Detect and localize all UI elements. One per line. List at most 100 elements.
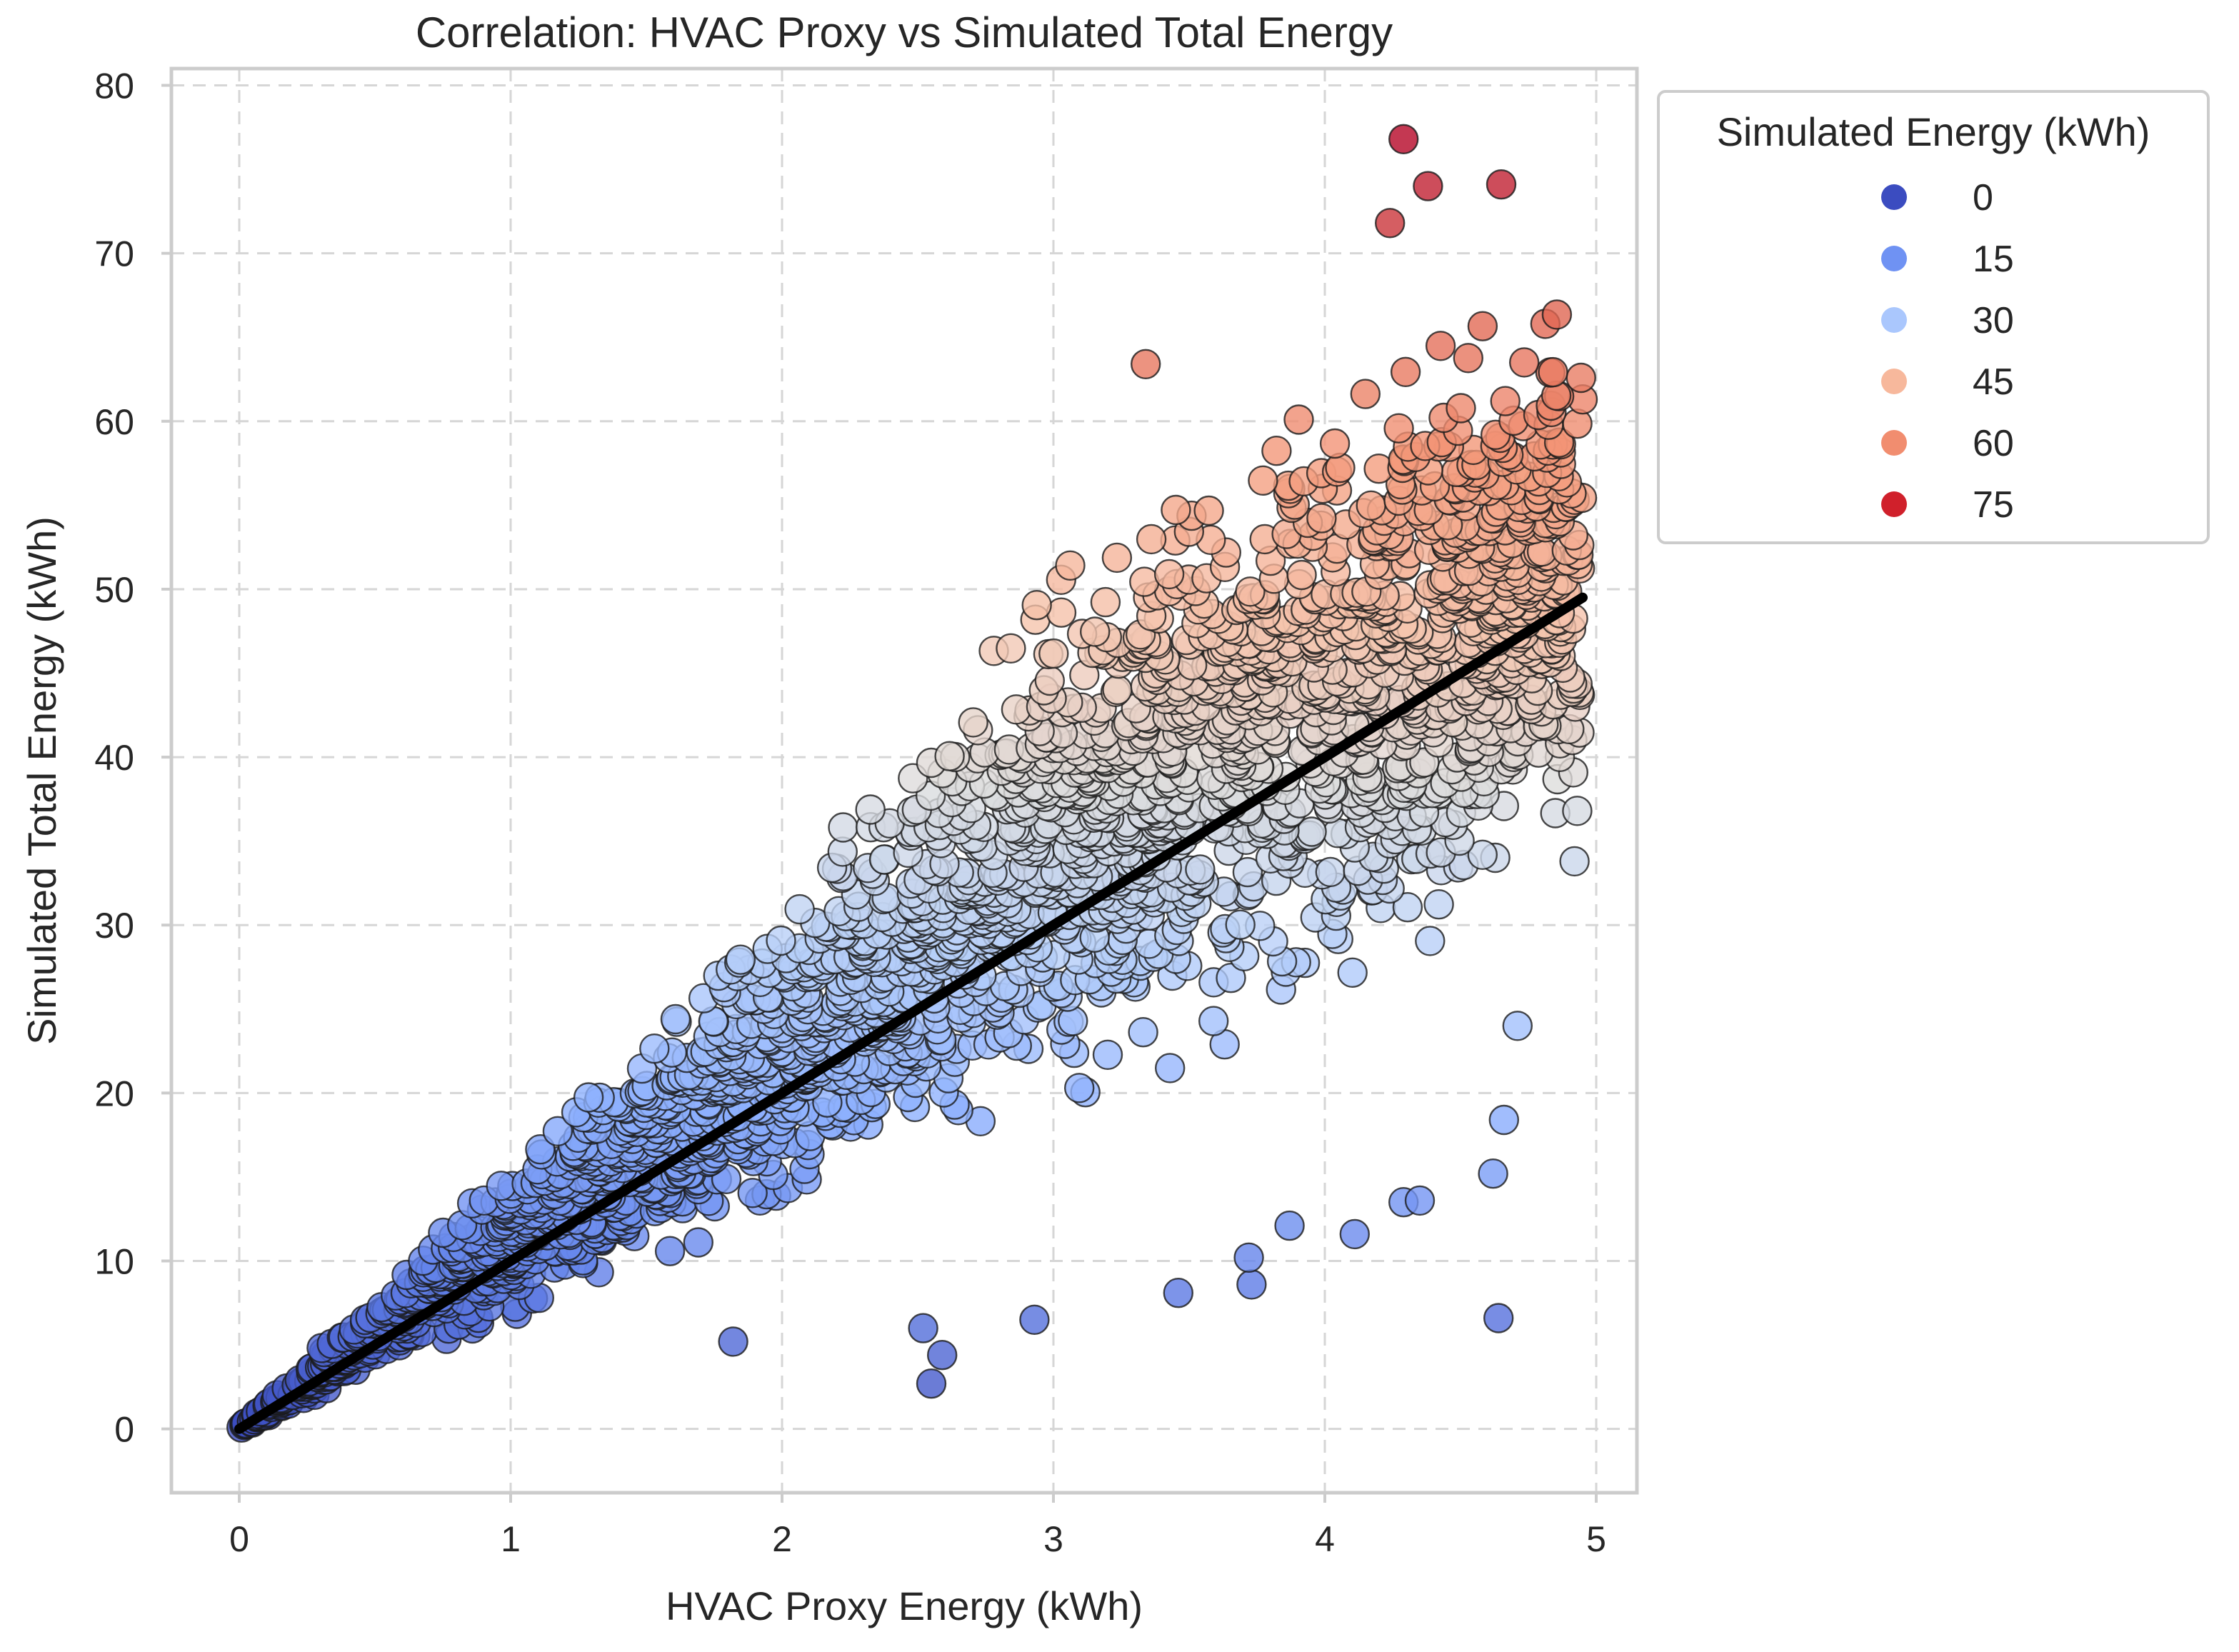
y-tick-label: 80 bbox=[94, 66, 134, 106]
scatter-point bbox=[639, 1033, 670, 1064]
scatter-point bbox=[1161, 494, 1191, 526]
legend-label: 15 bbox=[1973, 239, 2014, 280]
legend-marker bbox=[1881, 246, 1907, 271]
scatter-point bbox=[1486, 169, 1517, 200]
scatter-point bbox=[718, 1326, 748, 1357]
scatter-point bbox=[1001, 694, 1032, 725]
scatter-point bbox=[766, 925, 796, 956]
scatter-point bbox=[1185, 854, 1216, 885]
legend-marker bbox=[1881, 184, 1907, 210]
legend-entries: 0 15 30 45 60 75 bbox=[1881, 177, 2014, 526]
scatter-point bbox=[1306, 503, 1337, 534]
scatter-point bbox=[1163, 1277, 1194, 1308]
scatter-point bbox=[1154, 1053, 1186, 1083]
legend-marker bbox=[1881, 491, 1907, 517]
scatter-point bbox=[1102, 674, 1133, 706]
scatter-point bbox=[1019, 1304, 1050, 1336]
scatter-point bbox=[1392, 891, 1423, 923]
y-tick-label: 60 bbox=[94, 402, 134, 442]
scatter-point bbox=[996, 633, 1026, 664]
y-tick-label: 10 bbox=[94, 1242, 134, 1282]
scatter-point bbox=[1490, 386, 1521, 416]
y-axis-title: Simulated Total Energy (kWh) bbox=[19, 516, 64, 1045]
chart-title: Correlation: HVAC Proxy vs Simulated Tot… bbox=[416, 9, 1393, 56]
scatter-point bbox=[1261, 436, 1292, 466]
scatter-point bbox=[1388, 124, 1419, 155]
legend-box bbox=[1657, 90, 2210, 544]
trend-line bbox=[234, 592, 1588, 1434]
scatter-point bbox=[1423, 888, 1454, 920]
scatter-point bbox=[1038, 638, 1069, 669]
y-tick-label: 40 bbox=[94, 738, 134, 778]
scatter-point bbox=[1315, 856, 1346, 888]
scatter-point bbox=[855, 794, 886, 825]
scatter-point bbox=[908, 1313, 938, 1343]
y-tick-label: 30 bbox=[94, 906, 134, 946]
scatter-point bbox=[1453, 343, 1484, 374]
scatter-point bbox=[1404, 1185, 1436, 1216]
scatter-point bbox=[1063, 1073, 1095, 1103]
scatter-point bbox=[934, 741, 965, 771]
y-tick-label: 70 bbox=[94, 234, 134, 274]
scatter-point bbox=[784, 893, 815, 925]
legend-label: 30 bbox=[1973, 300, 2014, 341]
scatter-point bbox=[1225, 909, 1256, 940]
scatter-point bbox=[1350, 379, 1381, 409]
scatter-point bbox=[1021, 590, 1052, 621]
scatter-point bbox=[828, 812, 858, 843]
scatter-point bbox=[1128, 1016, 1158, 1048]
scatter-point bbox=[1478, 1158, 1508, 1189]
scatter-point bbox=[1198, 1006, 1229, 1036]
scatter-point bbox=[1446, 393, 1476, 424]
scatter-point bbox=[1383, 413, 1414, 444]
scatter-point bbox=[958, 707, 988, 738]
scatter-point bbox=[1339, 1218, 1371, 1250]
scatter-point bbox=[654, 1236, 686, 1266]
scatter-point bbox=[1538, 356, 1568, 388]
scatter-point bbox=[926, 1339, 958, 1371]
x-tick-label: 3 bbox=[1043, 1519, 1063, 1559]
legend-label: 60 bbox=[1973, 423, 2014, 464]
scatter-point bbox=[1130, 349, 1161, 379]
x-tick-label: 2 bbox=[772, 1519, 792, 1559]
scatter-point bbox=[1541, 299, 1573, 330]
scatter-point bbox=[1034, 665, 1066, 696]
legend-marker bbox=[1881, 430, 1907, 456]
scatter-point bbox=[1566, 362, 1596, 394]
scatter-point bbox=[1413, 171, 1443, 201]
scatter-point bbox=[486, 1171, 516, 1201]
y-tick-label: 0 bbox=[114, 1410, 134, 1450]
scatter-point bbox=[1233, 1242, 1264, 1273]
y-tick-label: 50 bbox=[94, 570, 134, 610]
scatter-point bbox=[1467, 311, 1498, 341]
scatter-point bbox=[1562, 796, 1593, 826]
scatter-point bbox=[1425, 331, 1456, 361]
scatter-point bbox=[725, 944, 756, 975]
scatter-point bbox=[1483, 1303, 1514, 1333]
scatter-point bbox=[1488, 1104, 1520, 1136]
scatter-point bbox=[1319, 428, 1351, 459]
x-tick-label: 4 bbox=[1315, 1519, 1335, 1559]
scatter-point bbox=[1508, 347, 1540, 378]
scatter-point bbox=[1136, 524, 1167, 555]
scatter-point bbox=[1055, 550, 1086, 581]
scatter-point bbox=[1092, 1039, 1123, 1071]
scatter-point bbox=[1216, 962, 1246, 993]
x-tick-label: 0 bbox=[229, 1519, 249, 1559]
scatter-point bbox=[1283, 404, 1314, 435]
y-tick-label: 20 bbox=[94, 1073, 134, 1113]
scatter-point bbox=[1337, 957, 1368, 988]
scatter-point bbox=[1390, 356, 1421, 387]
scatter-point bbox=[573, 1082, 604, 1113]
legend: Simulated Energy (kWh) 0 15 30 45 60 75 bbox=[1657, 90, 2210, 544]
scatter-point bbox=[1356, 490, 1386, 521]
plot-frame bbox=[169, 66, 1639, 1495]
scatter-point bbox=[1090, 586, 1121, 618]
scatter-point bbox=[1101, 542, 1133, 574]
scatter-point bbox=[1467, 839, 1498, 871]
scatter-point bbox=[1232, 856, 1263, 888]
scatter-point bbox=[737, 1178, 768, 1208]
legend-label: 45 bbox=[1973, 361, 2014, 403]
